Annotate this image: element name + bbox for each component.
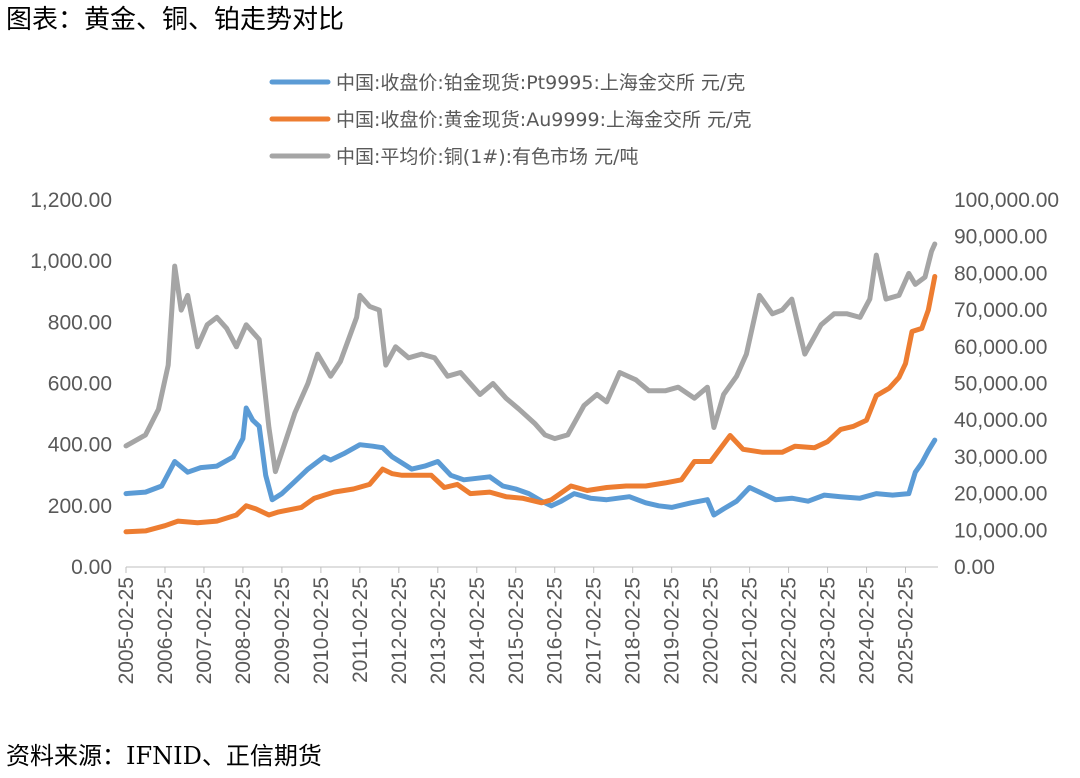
x-axis-tick-label: 2006-02-25 xyxy=(154,577,177,684)
right-axis-tick-label: 50,000.00 xyxy=(954,373,1047,396)
x-axis-tick-label: 2010-02-25 xyxy=(310,577,333,684)
left-axis-tick-label: 200.00 xyxy=(48,495,112,518)
chart-legend: 中国:收盘价:铂金现货:Pt9995:上海金交所 元/克中国:收盘价:黄金现货:… xyxy=(269,72,751,168)
x-axis-tick-label: 2018-02-25 xyxy=(622,577,645,684)
x-axis-tick-label: 2025-02-25 xyxy=(895,577,918,684)
x-axis-tick-label: 2024-02-25 xyxy=(856,577,879,684)
x-axis-tick-label: 2016-02-25 xyxy=(544,577,567,684)
right-axis-tick-label: 100,000.00 xyxy=(954,189,1059,212)
right-axis-tick-label: 40,000.00 xyxy=(954,409,1047,432)
x-axis-tick-label: 2019-02-25 xyxy=(661,577,684,684)
x-axis-tick-label: 2022-02-25 xyxy=(778,577,801,684)
left-axis-tick-label: 1,200.00 xyxy=(30,189,112,212)
x-axis-tick-label: 2012-02-25 xyxy=(388,577,411,684)
x-axis-tick-label: 2007-02-25 xyxy=(193,577,216,684)
x-axis-tick-label: 2014-02-25 xyxy=(466,577,489,684)
chart-source-note: 资料来源：IFNID、正信期货 xyxy=(6,742,322,770)
legend-label-1: 中国:收盘价:黄金现货:Au9999:上海金交所 元/克 xyxy=(336,109,751,131)
legend-label-2: 中国:平均价:铜(1#):有色市场 元/吨 xyxy=(336,146,638,168)
right-axis-tick-label: 30,000.00 xyxy=(954,446,1047,469)
right-axis-tick-label: 60,000.00 xyxy=(954,336,1047,359)
left-axis-tick-label: 1,000.00 xyxy=(30,250,112,273)
x-axis-tick-label: 2017-02-25 xyxy=(583,577,606,684)
chart-axes: 0.00 200.00 400.00 600.00 800.00 1,000.00 1,20… xyxy=(30,189,1059,684)
left-axis-tick-label: 600.00 xyxy=(48,373,112,396)
x-axis-tick-label: 2020-02-25 xyxy=(700,577,723,684)
series-line-0 xyxy=(123,405,938,518)
x-axis-tick-label: 2023-02-25 xyxy=(817,577,840,684)
x-axis-tick-label: 2021-02-25 xyxy=(739,577,762,684)
chart-caption-title: 图表：黄金、铜、铂走势对比 xyxy=(6,5,345,35)
x-axis-tick-label: 2011-02-25 xyxy=(349,577,372,683)
right-axis-tick-label: 10,000.00 xyxy=(954,519,1047,542)
series-line-2 xyxy=(123,241,938,475)
left-axis-tick-label: 0.00 xyxy=(71,556,112,579)
right-axis-tick-label: 20,000.00 xyxy=(954,483,1047,506)
right-axis-tick-label: 0.00 xyxy=(954,556,995,579)
right-axis-tick-label: 90,000.00 xyxy=(954,226,1047,249)
left-axis-tick-label: 800.00 xyxy=(48,311,112,334)
x-axis-tick-label: 2015-02-25 xyxy=(505,577,528,684)
x-axis-tick-label: 2005-02-25 xyxy=(115,577,138,684)
legend-label-0: 中国:收盘价:铂金现货:Pt9995:上海金交所 元/克 xyxy=(336,72,745,94)
series-line-1 xyxy=(123,274,938,535)
x-axis-tick-label: 2008-02-25 xyxy=(232,577,255,684)
chart-series-lines xyxy=(123,241,938,535)
x-axis-tick-label: 2013-02-25 xyxy=(427,577,450,684)
x-axis-tick-label: 2009-02-25 xyxy=(271,577,294,684)
right-axis-tick-label: 80,000.00 xyxy=(954,262,1047,285)
right-axis-tick-label: 70,000.00 xyxy=(954,299,1047,322)
left-axis-tick-label: 400.00 xyxy=(48,434,112,457)
